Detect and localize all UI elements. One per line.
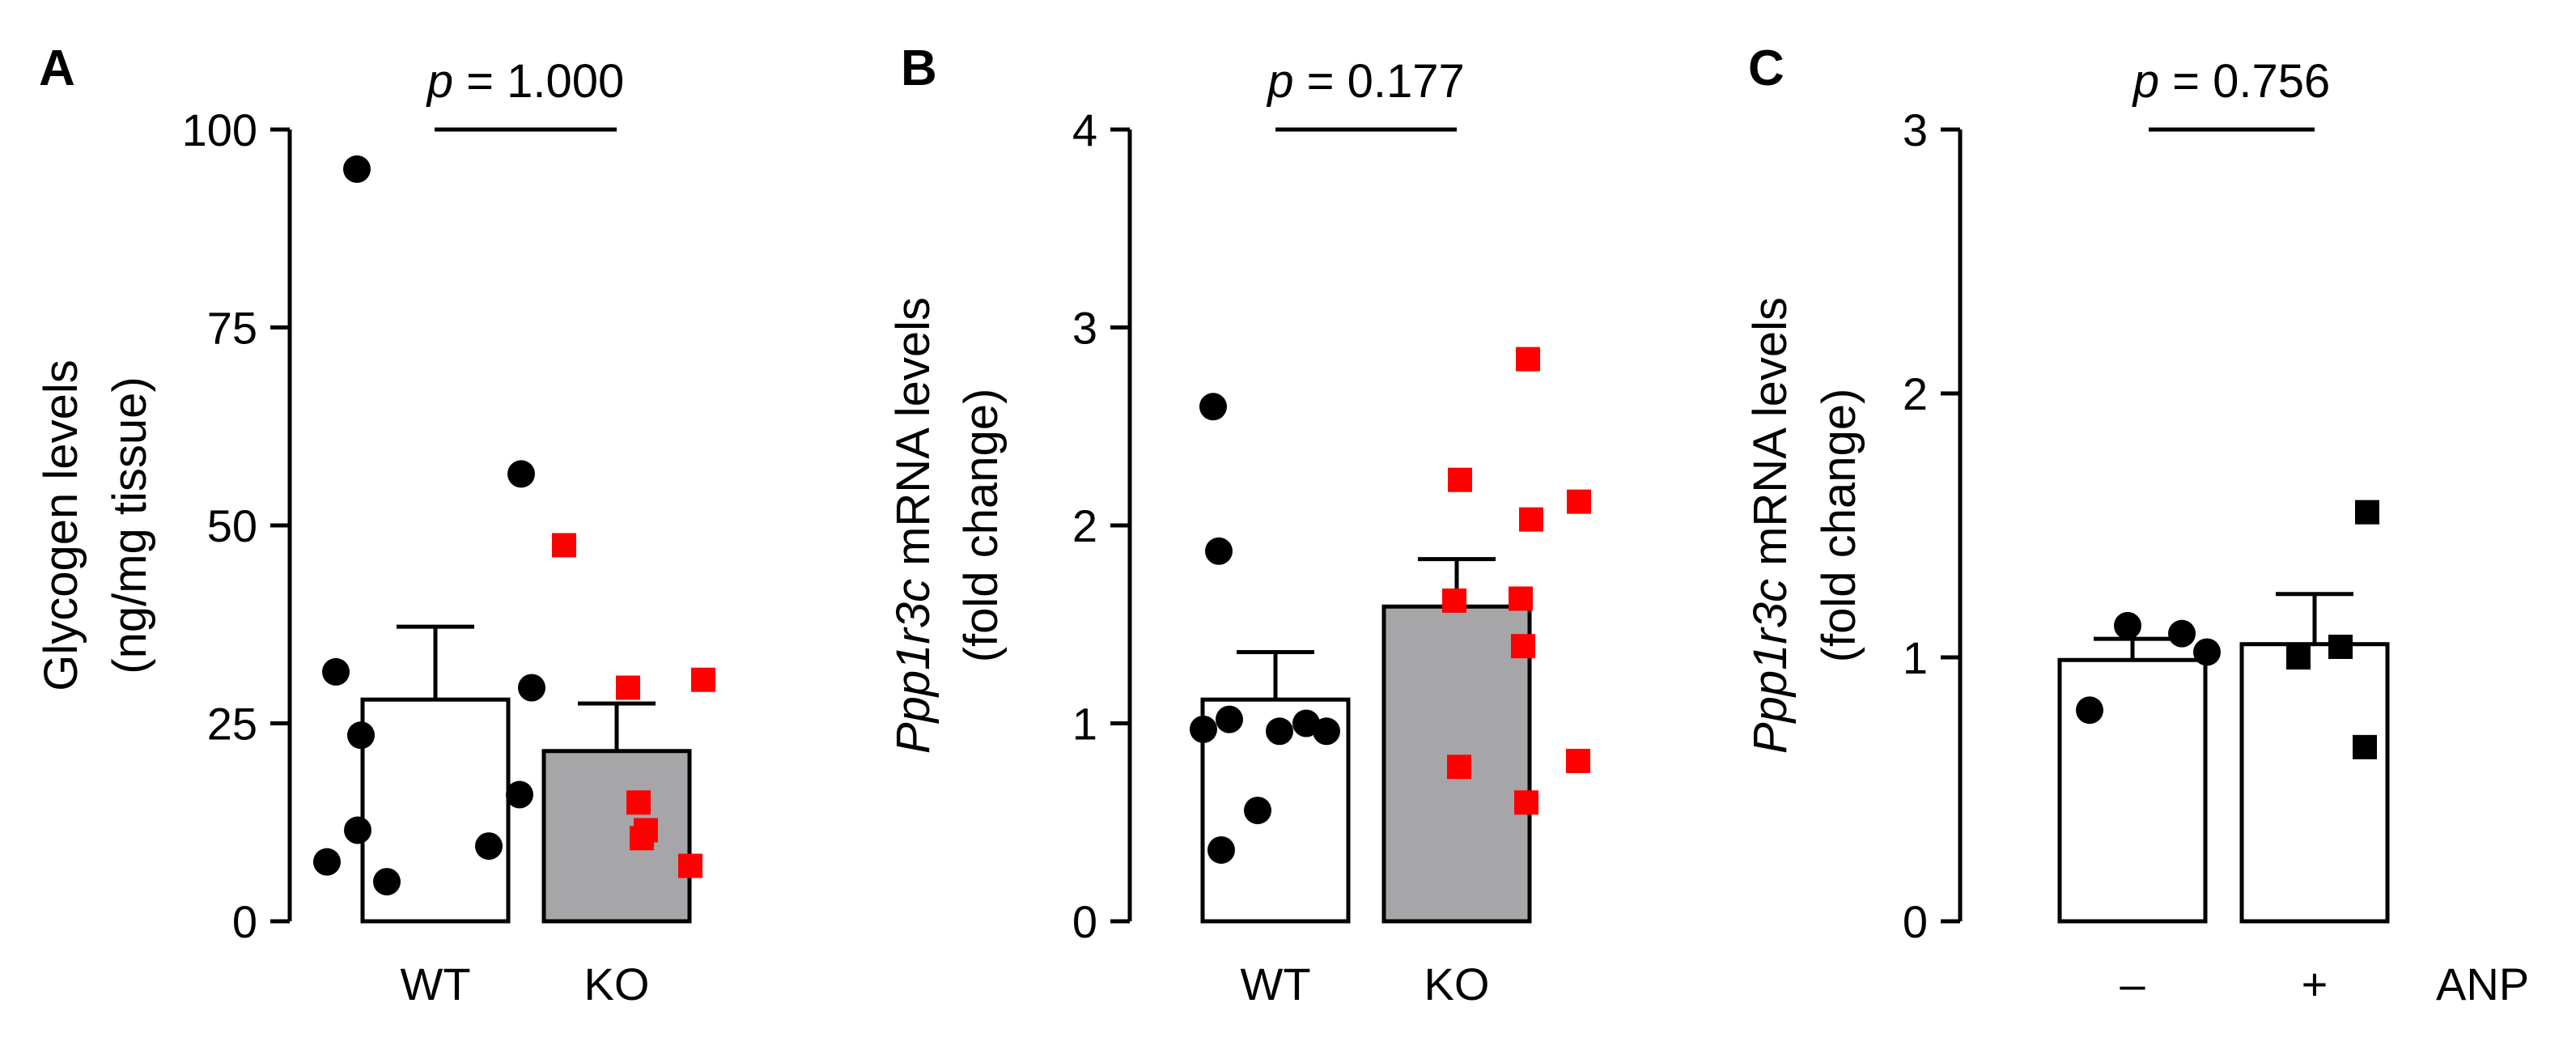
panel-letter: A	[39, 40, 75, 96]
x-category-label: +	[2302, 959, 2328, 1010]
y-axis-label-text: mRNA levels	[887, 297, 940, 579]
y-tick-label: 0	[1072, 896, 1097, 947]
data-point	[1207, 835, 1235, 864]
data-point	[1199, 393, 1227, 421]
data-point	[630, 826, 654, 851]
y-axis-label-text: mRNA levels	[1744, 297, 1797, 579]
data-point	[2286, 645, 2311, 670]
data-point	[1447, 755, 1471, 780]
data-point	[1205, 537, 1233, 565]
y-axis-label-line2: (fold change)	[1813, 389, 1865, 663]
x-category-label: KO	[1424, 959, 1490, 1010]
y-tick-label: 75	[207, 303, 257, 354]
y-tick-label: 0	[1903, 896, 1928, 947]
bar-1	[541, 749, 692, 924]
data-point	[2193, 638, 2221, 666]
y-tick-label: 4	[1072, 104, 1097, 155]
data-point	[691, 667, 715, 692]
data-point	[507, 460, 535, 488]
p-value-label: p = 0.756	[2132, 55, 2331, 108]
data-point	[1244, 797, 1271, 825]
panel-a: A 0 25 50 75 100 Glycogen levels (ng/mg tissue)…	[35, 40, 715, 1010]
p-symbol: p	[2132, 55, 2159, 108]
data-point	[678, 853, 702, 878]
p-value: = 1.000	[453, 55, 624, 108]
p-symbol: p	[426, 55, 453, 108]
x-treatment-label: ANP	[2436, 959, 2529, 1010]
data-point	[552, 533, 576, 558]
data-point	[1216, 705, 1243, 733]
data-point	[2114, 611, 2141, 640]
p-value: = 0.756	[2159, 55, 2330, 108]
data-point	[322, 657, 350, 686]
y-tick-label: 0	[232, 896, 257, 947]
panel-b: B 0 1 2 3 4 Ppp1r3c mRNA levels (fold change) p …	[887, 40, 1591, 1010]
data-point	[2355, 499, 2379, 525]
panel-letter: C	[1748, 40, 1785, 96]
panel-c: C 0 1 2 3 Ppp1r3c mRNA levels (fold change) p =…	[1744, 40, 2529, 1010]
data-point	[475, 832, 503, 861]
y-tick-label: 2	[1903, 368, 1928, 419]
data-point	[626, 790, 651, 815]
data-point	[373, 868, 401, 896]
x-category-label: KO	[584, 959, 650, 1010]
data-point	[1266, 717, 1293, 746]
x-category-label: WT	[1240, 959, 1310, 1010]
y-tick-label: 50	[207, 500, 257, 551]
data-point	[1511, 634, 1535, 659]
data-point	[1313, 717, 1340, 746]
data-point	[616, 675, 640, 700]
y-tick-label: 25	[207, 699, 257, 750]
bar-1	[2239, 642, 2390, 924]
data-point	[343, 155, 371, 183]
data-point	[313, 848, 341, 876]
y-tick-label: 1	[1903, 632, 1928, 683]
data-point	[2076, 696, 2103, 725]
data-point	[2353, 734, 2377, 759]
y-axis-label-line2: (fold change)	[955, 389, 1008, 663]
y-axis-label-line2: (ng/mg tissue)	[104, 376, 156, 674]
data-point	[1190, 715, 1217, 743]
y-axis-label-line1: Ppp1r3c mRNA levels	[1744, 297, 1797, 754]
data-point	[1567, 489, 1591, 514]
x-category-label: –	[2120, 959, 2145, 1010]
data-point	[1442, 588, 1466, 613]
y-axis-label-line1: Ppp1r3c mRNA levels	[887, 297, 940, 754]
data-point	[518, 674, 545, 702]
x-category-label: WT	[400, 959, 470, 1010]
y-tick-label: 3	[1903, 104, 1928, 155]
gene-name: Ppp1r3c	[1744, 579, 1797, 754]
data-point	[2168, 619, 2196, 648]
data-point	[1519, 507, 1543, 532]
y-axis-label-line1: Glycogen levels	[35, 359, 87, 691]
data-point	[1566, 748, 1590, 773]
panel-letter: B	[901, 40, 937, 96]
data-point	[2328, 634, 2353, 659]
data-point	[347, 721, 375, 750]
p-value-label: p = 0.177	[1266, 55, 1465, 108]
data-point	[344, 816, 371, 844]
p-value-label: p = 1.000	[426, 55, 625, 108]
data-point	[1448, 467, 1472, 492]
y-tick-label: 2	[1072, 500, 1097, 551]
y-tick-label: 3	[1072, 303, 1097, 354]
data-point	[506, 780, 533, 809]
data-point	[1509, 586, 1533, 611]
p-symbol: p	[1266, 55, 1293, 108]
p-value: = 0.177	[1294, 55, 1465, 108]
gene-name: Ppp1r3c	[887, 579, 940, 754]
data-point	[1514, 790, 1538, 815]
y-axis-label-text: Glycogen levels	[35, 359, 87, 691]
y-tick-label: 1	[1072, 699, 1097, 750]
y-tick-label: 100	[182, 104, 257, 155]
data-point	[1516, 346, 1540, 372]
